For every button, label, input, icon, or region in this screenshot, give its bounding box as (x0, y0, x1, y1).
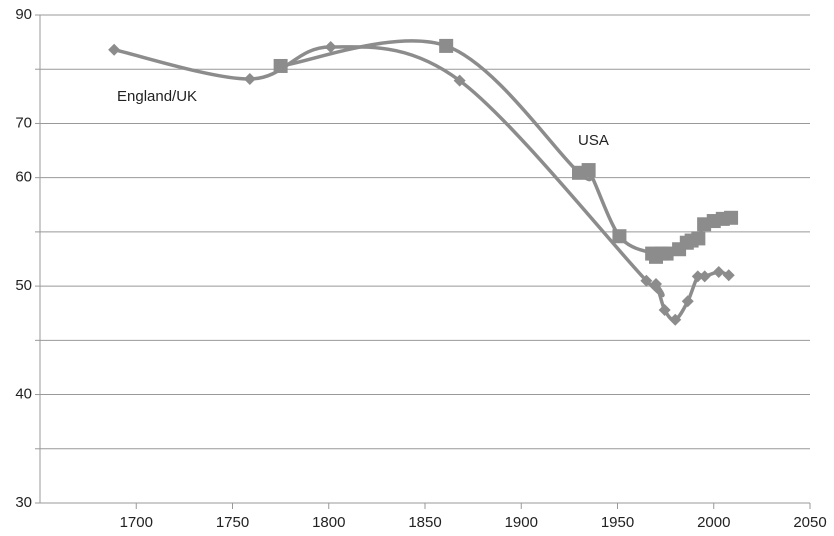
marker (439, 38, 454, 53)
marker (640, 274, 653, 287)
x-tick-label: 1750 (216, 514, 249, 531)
marker (273, 58, 288, 73)
marker (712, 266, 725, 279)
marker (724, 210, 739, 225)
marker (650, 277, 662, 290)
x-tick-label: 1800 (312, 514, 345, 531)
marker (324, 40, 337, 53)
marker (658, 303, 671, 316)
marker (659, 246, 674, 261)
x-tick-label: 1850 (408, 514, 441, 531)
series-label: USA (578, 132, 609, 149)
x-tick-label: 2050 (793, 514, 826, 531)
marker (243, 72, 256, 85)
x-tick-label: 1950 (601, 514, 634, 531)
y-tick-label: 70 (15, 114, 32, 131)
x-tick-label: 1900 (505, 514, 538, 531)
marker (722, 269, 735, 282)
marker (681, 295, 694, 308)
marker (669, 313, 682, 326)
marker (453, 74, 466, 87)
marker (612, 229, 627, 244)
y-tick-label: 50 (15, 277, 32, 294)
marker (581, 163, 596, 178)
y-tick-label: 60 (15, 169, 32, 186)
x-tick-label: 2000 (697, 514, 730, 531)
series-line (280, 39, 732, 259)
marker (108, 43, 121, 56)
marker (691, 231, 706, 246)
y-tick-label: 30 (15, 494, 32, 511)
y-tick-label: 40 (15, 386, 32, 403)
x-tick-label: 1700 (120, 514, 153, 531)
y-tick-label: 90 (15, 6, 32, 23)
series-line (113, 45, 730, 322)
marker (691, 270, 704, 283)
series-label: England/UK (117, 88, 197, 105)
marker (698, 270, 711, 283)
